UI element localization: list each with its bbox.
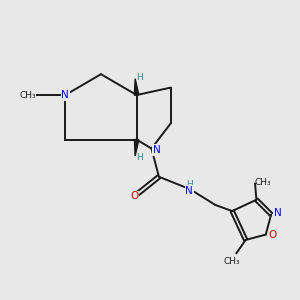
Text: CH₃: CH₃ — [19, 91, 36, 100]
Text: CH₃: CH₃ — [224, 257, 240, 266]
Polygon shape — [134, 79, 139, 95]
Text: H: H — [136, 73, 143, 82]
Text: N: N — [185, 186, 193, 196]
Text: N: N — [153, 145, 161, 155]
Text: N: N — [274, 208, 282, 218]
Text: H: H — [186, 180, 193, 189]
Text: H: H — [136, 153, 143, 162]
Text: O: O — [130, 191, 138, 201]
Polygon shape — [134, 140, 139, 156]
Text: CH₃: CH₃ — [255, 178, 272, 188]
Text: O: O — [268, 230, 276, 240]
Text: N: N — [61, 90, 69, 100]
